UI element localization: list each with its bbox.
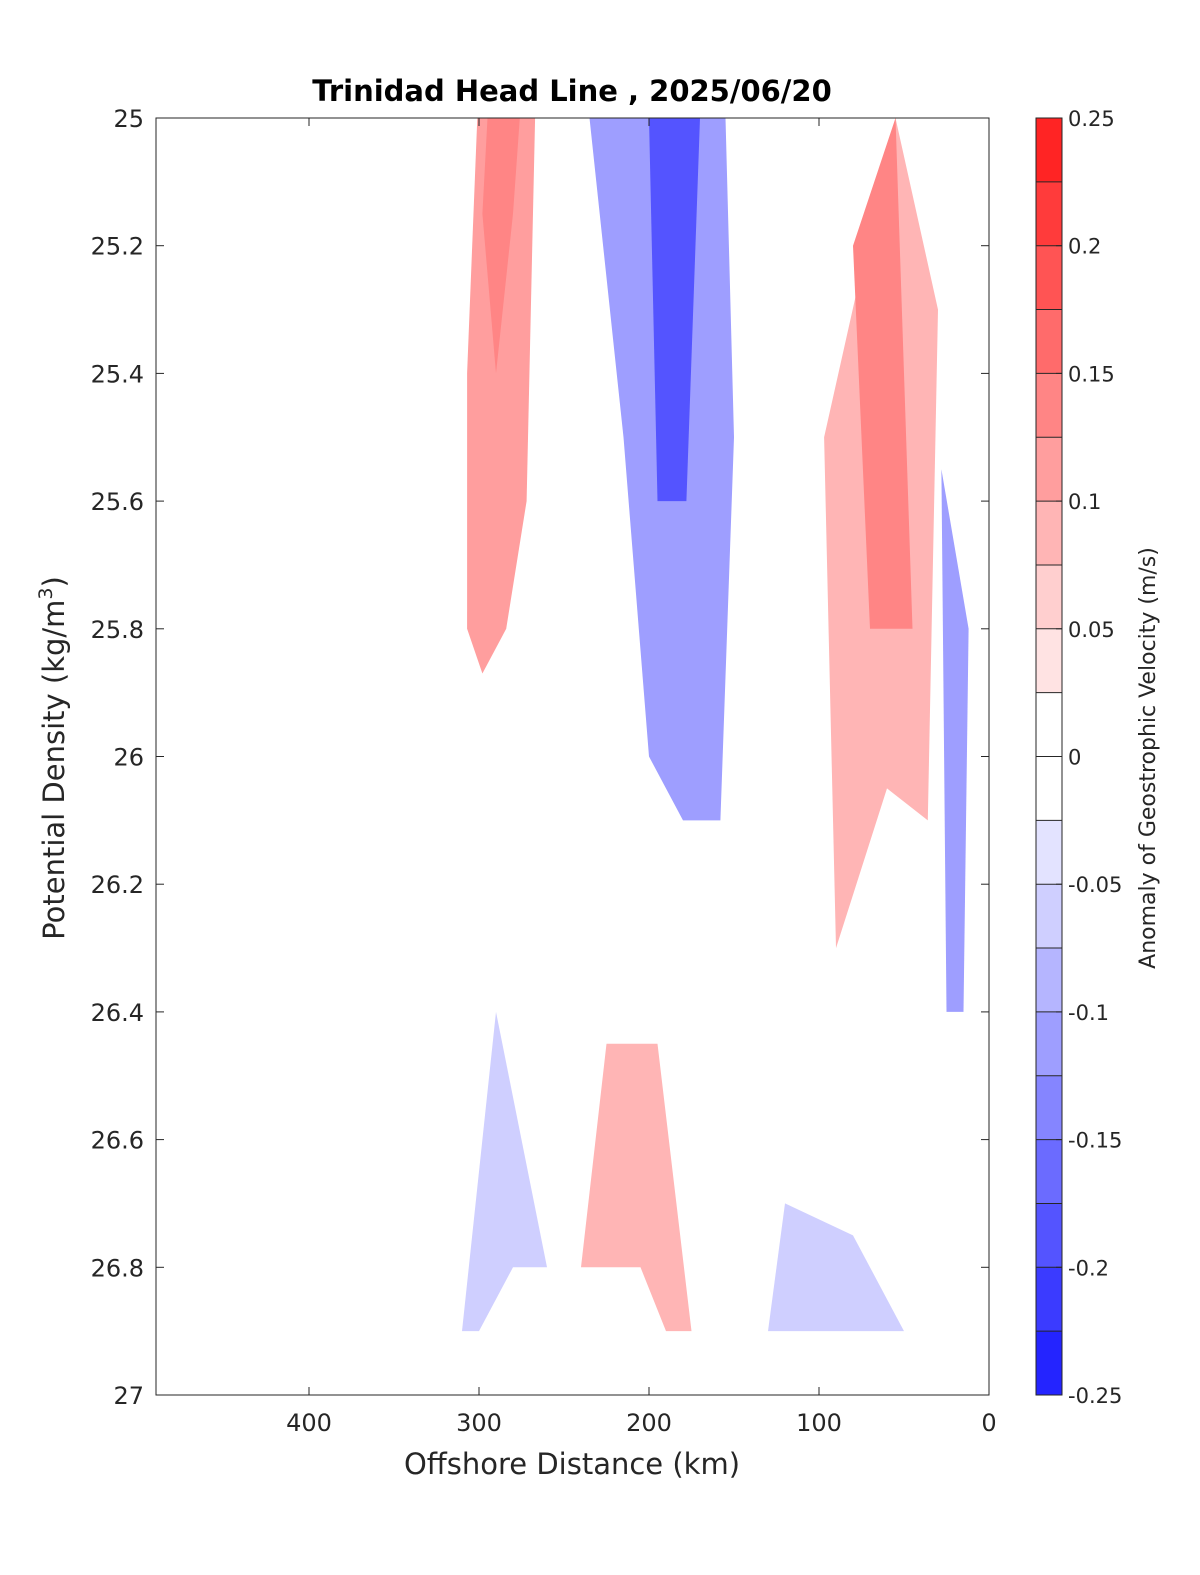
x-tick-label: 100	[796, 1409, 842, 1437]
y-tick-label: 25.2	[91, 233, 144, 261]
colorbar-band	[1036, 118, 1062, 183]
x-tick-label: 0	[981, 1409, 996, 1437]
colorbar-band	[1036, 309, 1062, 374]
contour-region-7	[462, 1011, 547, 1332]
y-tick-label: 26.8	[91, 1254, 144, 1282]
colorbar-ticks: 0.25 0.2 0.15 0.1 0.05 0 -0.05 -0.1 -0.15 -0.2 -0.…	[1036, 107, 1122, 1408]
colorbar-tick-label: 0.15	[1068, 362, 1115, 386]
x-axis-ticks: 400 300 200 100 0	[286, 118, 997, 1437]
colorbar-tick-label: 0.25	[1068, 107, 1115, 131]
y-tick-label: 25.8	[91, 616, 144, 644]
colorbar-tick-label: 0.1	[1068, 490, 1101, 514]
contour-region-1	[482, 118, 520, 374]
y-tick-label: 25	[113, 105, 144, 133]
colorbar-band	[1036, 1331, 1062, 1396]
y-tick-label: 27	[113, 1382, 144, 1410]
colorbar-band	[1036, 1075, 1062, 1141]
colorbar-band	[1036, 948, 1062, 1013]
colorbar-band	[1036, 820, 1062, 885]
x-tick-label: 300	[456, 1409, 502, 1437]
y-tick-label: 25.4	[91, 360, 144, 388]
colorbar-tick-label: -0.1	[1068, 1001, 1109, 1025]
y-axis-ticks: 25 25.2 25.4 25.6 25.8 26 26.2 26.4 26.6 26.8 27	[91, 105, 989, 1410]
y-axis-label-main: Potential Density (kg/m	[37, 600, 71, 940]
contour-region-8	[581, 1043, 692, 1332]
contour-region-6	[941, 469, 969, 1012]
y-tick-label: 26.6	[91, 1127, 144, 1155]
contour-region-9	[768, 1203, 904, 1332]
colorbar-band	[1036, 437, 1062, 502]
colorbar-band	[1036, 1203, 1062, 1268]
colorbar-bands	[1036, 118, 1062, 1396]
y-axis-label: Potential Density (kg/m3)	[35, 576, 71, 940]
y-tick-label: 25.6	[91, 488, 144, 516]
chart-title: Trinidad Head Line , 2025/06/20	[312, 74, 832, 108]
y-tick-label: 26.2	[91, 871, 144, 899]
colorbar-tick-label: 0.05	[1068, 618, 1115, 642]
x-tick-label: 200	[626, 1409, 672, 1437]
colorbar-band	[1036, 245, 1062, 311]
colorbar-tick-label: -0.2	[1068, 1256, 1109, 1280]
colorbar-tick-label: 0	[1068, 746, 1081, 770]
y-tick-label: 26.4	[91, 999, 144, 1027]
colorbar-band	[1036, 628, 1062, 694]
colorbar-band	[1036, 692, 1062, 757]
colorbar-band	[1036, 1011, 1062, 1077]
contour-region-5	[853, 118, 913, 629]
colorbar-band	[1036, 564, 1062, 630]
x-tick-label: 400	[286, 1409, 332, 1437]
colorbar-band	[1036, 1267, 1062, 1332]
y-axis-label-superscript: 3	[35, 587, 57, 599]
colorbar-band	[1036, 373, 1062, 438]
plot-area: 400 300 200 100 0 25 25.2 25.4 25.6 25.8 26 26.2 26…	[91, 105, 997, 1437]
colorbar-band	[1036, 884, 1062, 949]
colorbar-band	[1036, 1139, 1062, 1204]
colorbar-tick-label: -0.05	[1068, 873, 1122, 897]
contour-fills	[462, 118, 969, 1332]
colorbar-tick-label: 0.2	[1068, 235, 1101, 259]
x-axis-label: Offshore Distance (km)	[404, 1447, 740, 1481]
contour-region-3	[649, 118, 700, 502]
colorbar-band	[1036, 181, 1062, 247]
colorbar-band	[1036, 756, 1062, 821]
contour-region-0	[467, 118, 536, 674]
colorbar-tick-label: -0.15	[1068, 1129, 1122, 1153]
y-axis-label-suffix: )	[37, 576, 71, 587]
colorbar-label: Anomaly of Geostrophic Velocity (m/s)	[1136, 547, 1161, 969]
colorbar-band	[1036, 501, 1062, 566]
colorbar-tick-label: -0.25	[1068, 1384, 1122, 1408]
colorbar: 0.25 0.2 0.15 0.1 0.05 0 -0.05 -0.1 -0.15 -0.2 -0.…	[1035, 107, 1122, 1408]
y-tick-label: 26	[113, 744, 144, 772]
